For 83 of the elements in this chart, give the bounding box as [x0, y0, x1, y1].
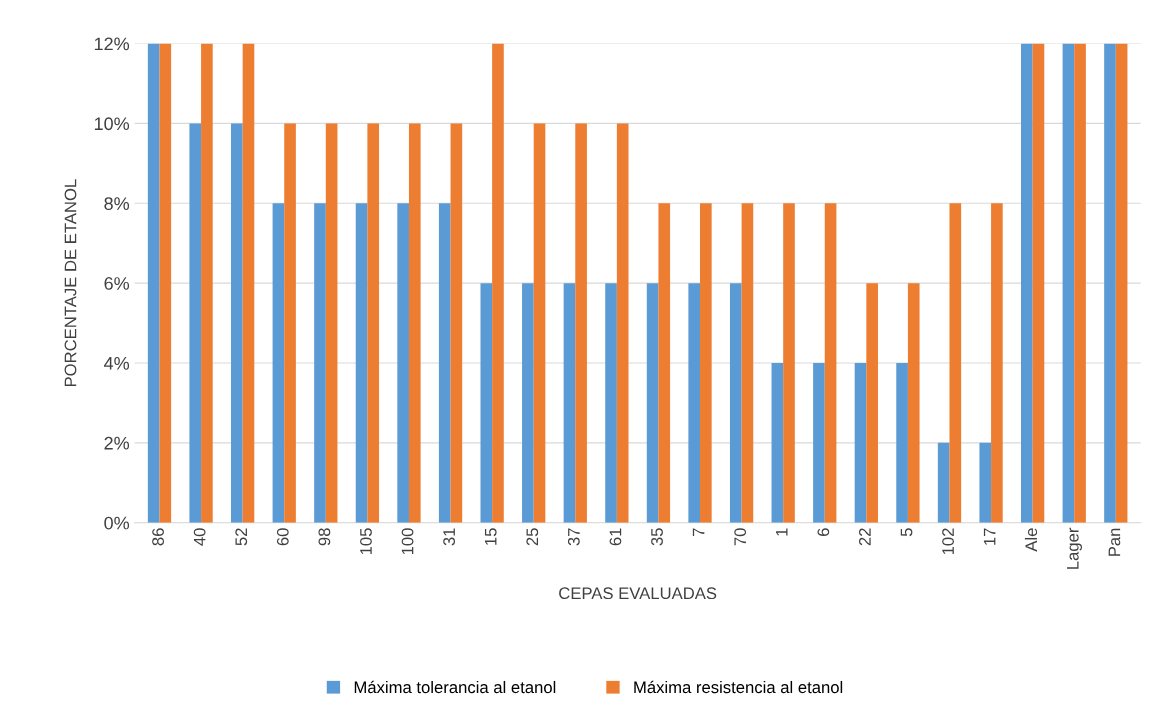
x-tick-label: 98	[318, 528, 331, 546]
x-tick-label: 22	[859, 528, 871, 546]
x-tick-label: 15	[484, 528, 497, 545]
bar	[1032, 43, 1045, 523]
bar	[1021, 43, 1033, 523]
x-tick-label: 31	[443, 528, 456, 546]
x-tick-label: 102	[942, 528, 954, 555]
bar	[688, 283, 701, 523]
y-tick-label: 0%	[104, 516, 130, 530]
bar	[408, 123, 421, 523]
bar	[575, 123, 587, 523]
x-tick-label: 5	[900, 528, 913, 537]
bar	[480, 283, 493, 523]
bar	[231, 123, 243, 523]
bar	[189, 123, 202, 523]
legend-label: Máxima resistencia al etanol	[634, 680, 843, 694]
bar	[605, 283, 617, 523]
x-tick-label: 60	[276, 528, 289, 546]
x-tick-label: 17	[983, 528, 996, 545]
bar	[284, 123, 296, 523]
x-tick-label: 105	[360, 528, 372, 555]
x-tick-label: 40	[193, 528, 206, 546]
bar	[937, 442, 950, 523]
bar	[1074, 43, 1086, 523]
bar	[314, 203, 326, 523]
bar	[783, 203, 795, 523]
y-tick-label: 2%	[104, 436, 130, 450]
bar	[272, 203, 285, 523]
bar	[159, 43, 172, 523]
bar	[325, 123, 338, 523]
x-tick-label: 1	[776, 528, 788, 536]
x-tick-label: 52	[235, 528, 248, 546]
y-tick-label: 6%	[104, 277, 130, 290]
y-tick-label: 10%	[94, 117, 130, 131]
bar	[242, 43, 255, 523]
x-tick-label: 6	[817, 528, 830, 536]
x-tick-label: 100	[401, 528, 414, 555]
bar	[866, 283, 878, 523]
bar	[741, 203, 754, 523]
bar	[771, 363, 784, 523]
bar	[533, 123, 546, 523]
y-tick-label: 4%	[104, 357, 130, 370]
bar	[1104, 43, 1116, 523]
bar	[824, 203, 837, 523]
bar	[397, 203, 409, 523]
x-tick-label: 25	[526, 528, 539, 546]
bar	[907, 283, 920, 523]
legend-label: Máxima tolerancia al etanol	[354, 680, 556, 694]
x-tick-label: Ale	[1024, 528, 1038, 552]
bar	[367, 123, 380, 523]
bar	[201, 43, 213, 523]
bar	[646, 283, 659, 523]
x-tick-label: 70	[734, 528, 747, 546]
bar	[616, 123, 629, 523]
bar	[658, 203, 671, 523]
bar	[979, 442, 992, 523]
y-axis-title: PORCENTAJE DE ETANOL	[64, 179, 77, 387]
y-tick-label: 12%	[94, 37, 130, 51]
y-tick-label: 8%	[104, 197, 130, 210]
bar	[896, 363, 908, 523]
x-tick-label: 37	[567, 528, 580, 546]
x-axis-title: CEPAS EVALUADAS	[559, 587, 717, 600]
bar	[1115, 43, 1128, 523]
bar	[1062, 43, 1075, 523]
x-tick-label: 35	[651, 528, 663, 546]
x-tick-label: 7	[692, 528, 705, 536]
bar	[147, 43, 160, 523]
bar	[355, 203, 368, 523]
bar	[729, 283, 742, 523]
bar	[522, 283, 534, 523]
x-tick-label: Lager	[1067, 527, 1082, 569]
bar	[949, 203, 962, 523]
bar	[563, 283, 576, 523]
bar	[450, 123, 463, 523]
x-tick-label: 86	[152, 528, 164, 546]
bar	[991, 203, 1003, 523]
x-tick-label: Pan	[1108, 528, 1121, 556]
bar	[492, 43, 504, 523]
bar	[438, 203, 451, 523]
bar	[813, 363, 825, 523]
bar	[854, 363, 867, 523]
x-tick-label: 61	[609, 528, 622, 546]
bar	[700, 203, 712, 523]
